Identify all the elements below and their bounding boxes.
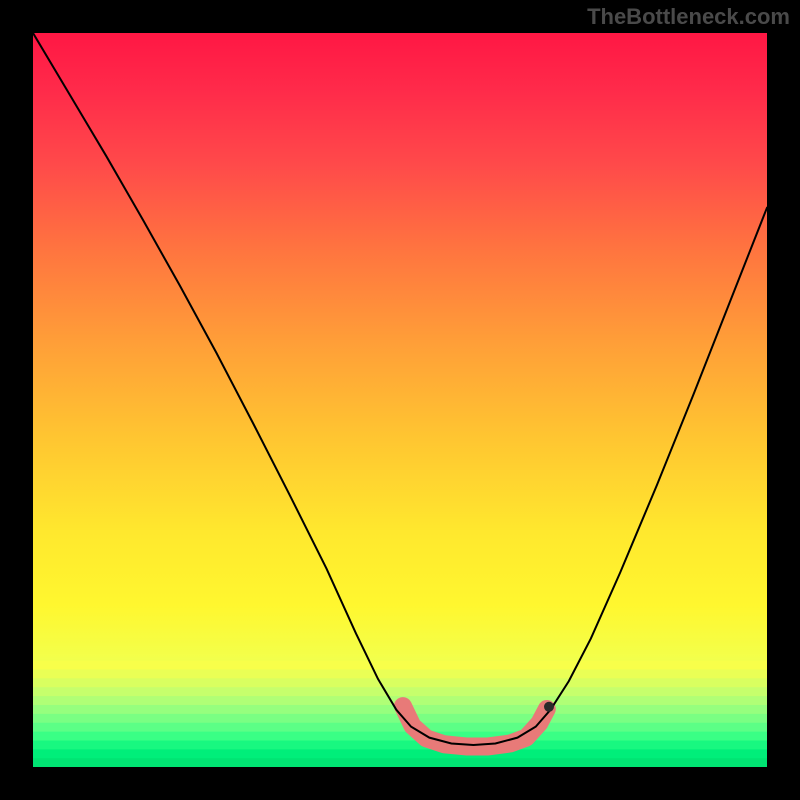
green-band: [33, 669, 767, 678]
highlight-end-dot: [544, 702, 554, 712]
green-band: [33, 687, 767, 696]
green-band: [33, 732, 767, 741]
watermark-text: TheBottleneck.com: [587, 4, 790, 30]
chart-plot-area: [33, 33, 767, 767]
green-band: [33, 678, 767, 687]
green-band: [33, 749, 767, 758]
gradient-background: [33, 33, 767, 767]
bottleneck-curve-chart: [33, 33, 767, 767]
green-band: [33, 758, 767, 767]
green-band: [33, 741, 767, 750]
green-band: [33, 661, 767, 670]
green-band: [33, 723, 767, 732]
